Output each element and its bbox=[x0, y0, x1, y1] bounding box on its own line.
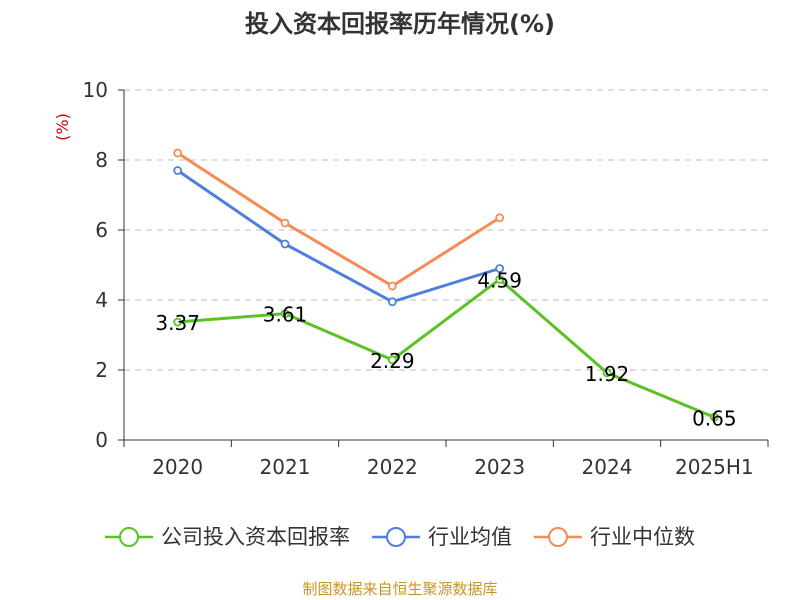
data-labels: 3.37 3.61 2.29 4.59 1.92 0.65 bbox=[155, 268, 736, 430]
legend-item[interactable]: 行业中位数 bbox=[533, 525, 695, 549]
data-label: 1.92 bbox=[585, 362, 630, 386]
x-tick-label: 2025H1 bbox=[675, 455, 754, 479]
series-line bbox=[177, 277, 715, 419]
data-point bbox=[495, 213, 505, 223]
legend-marker bbox=[547, 527, 568, 547]
data-point bbox=[387, 355, 397, 365]
data-point bbox=[173, 166, 183, 175]
series-lines bbox=[173, 148, 719, 422]
y-axis-label: (%) bbox=[53, 113, 72, 141]
data-label: 3.37 bbox=[155, 311, 200, 335]
data-label: 2.29 bbox=[370, 349, 415, 373]
legend: 公司投入资本回报率 行业均值 行业中位数 bbox=[105, 525, 695, 549]
y-tick-label: 10 bbox=[83, 78, 108, 102]
x-tick-label: 2023 bbox=[474, 455, 525, 479]
data-label: 0.65 bbox=[692, 406, 737, 430]
y-tick-label: 6 bbox=[95, 218, 108, 242]
data-label: 4.59 bbox=[477, 268, 522, 292]
x-tick-label: 2021 bbox=[260, 455, 311, 479]
data-point bbox=[602, 368, 612, 378]
x-tick-label: 2024 bbox=[582, 455, 633, 479]
legend-label: 行业中位数 bbox=[590, 525, 695, 549]
legend-marker bbox=[386, 527, 406, 547]
data-point bbox=[173, 317, 183, 327]
legend-label: 公司投入资本回报率 bbox=[161, 525, 350, 549]
chart-title: 投入资本回报率历年情况(%) bbox=[245, 10, 555, 38]
data-label: 3.61 bbox=[263, 303, 308, 327]
series-line bbox=[176, 151, 501, 288]
data-point bbox=[495, 264, 505, 273]
legend-item[interactable]: 行业均值 bbox=[372, 525, 512, 549]
data-point bbox=[280, 218, 290, 228]
y-tick-label: 0 bbox=[95, 428, 108, 452]
y-tick-label: 8 bbox=[95, 148, 108, 172]
y-tick-label: 4 bbox=[95, 288, 108, 312]
data-point bbox=[280, 239, 290, 249]
series-line bbox=[176, 169, 501, 304]
legend-item[interactable]: 公司投入资本回报率 bbox=[105, 525, 350, 549]
data-point bbox=[173, 148, 183, 158]
y-tick-label: 2 bbox=[95, 358, 108, 382]
grid-lines bbox=[124, 89, 768, 371]
x-tick-label: 2020 bbox=[152, 455, 203, 479]
axes: 0 2 4 6 8 10 2020 2021 2022 2023 2024 2025H1 bbox=[83, 78, 769, 479]
data-point bbox=[495, 274, 505, 284]
data-point bbox=[387, 281, 397, 291]
data-point bbox=[709, 412, 719, 422]
legend-label: 行业均值 bbox=[428, 525, 512, 549]
source-note: 制图数据来自恒生聚源数据库 bbox=[302, 580, 497, 598]
data-point bbox=[280, 309, 290, 319]
legend-marker bbox=[119, 527, 140, 547]
x-tick-label: 2022 bbox=[367, 455, 418, 479]
data-point bbox=[387, 297, 397, 307]
